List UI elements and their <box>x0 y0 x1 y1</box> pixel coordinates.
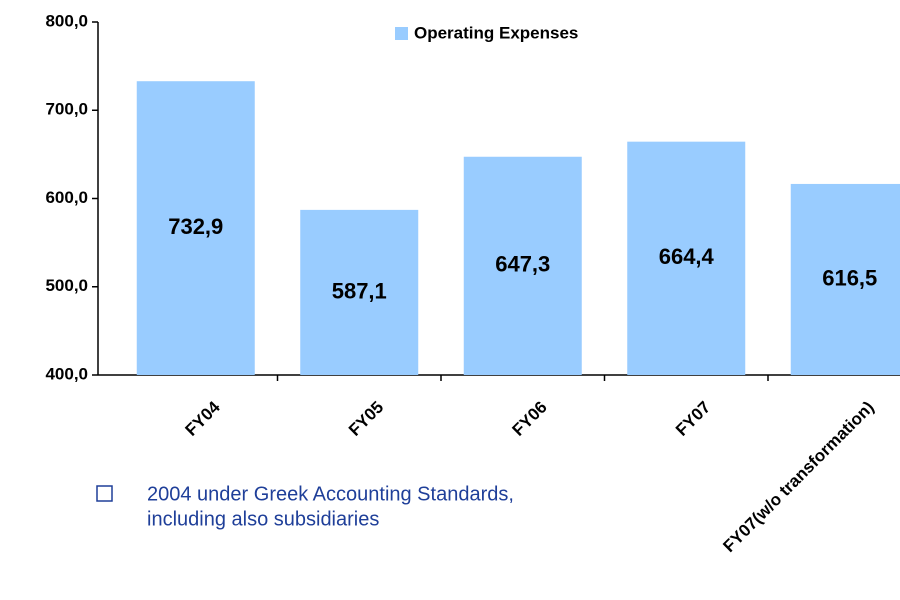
legend-swatch <box>395 27 408 40</box>
value-label: 664,4 <box>659 244 715 269</box>
bar <box>136 81 255 375</box>
value-label: 732,9 <box>168 214 223 239</box>
legend-label: Operating Expenses <box>414 23 578 42</box>
y-tick-label: 500,0 <box>45 276 88 295</box>
y-tick-label: 700,0 <box>45 100 88 119</box>
x-tick-label: FY05 <box>345 398 387 440</box>
bar <box>627 141 746 375</box>
bar <box>300 209 419 375</box>
bar <box>790 183 900 375</box>
x-tick-label: FY04 <box>182 397 225 440</box>
value-label: 587,1 <box>332 278 387 303</box>
y-tick-label: 600,0 <box>45 188 88 207</box>
x-tick-label: FY07(w/o transformation) <box>719 398 877 556</box>
x-tick-label: FY07 <box>672 398 714 440</box>
bullet <box>96 485 113 502</box>
bar <box>463 156 582 375</box>
y-tick-label: 800,0 <box>45 11 88 30</box>
value-label: 647,3 <box>495 252 550 277</box>
note-line: 2004 under Greek Accounting Standards, <box>147 483 514 505</box>
x-tick-label: FY06 <box>509 398 551 440</box>
note-line: including also subsidiaries <box>147 508 379 530</box>
y-tick-label: 400,0 <box>45 364 88 383</box>
value-label: 616,5 <box>822 265 877 290</box>
